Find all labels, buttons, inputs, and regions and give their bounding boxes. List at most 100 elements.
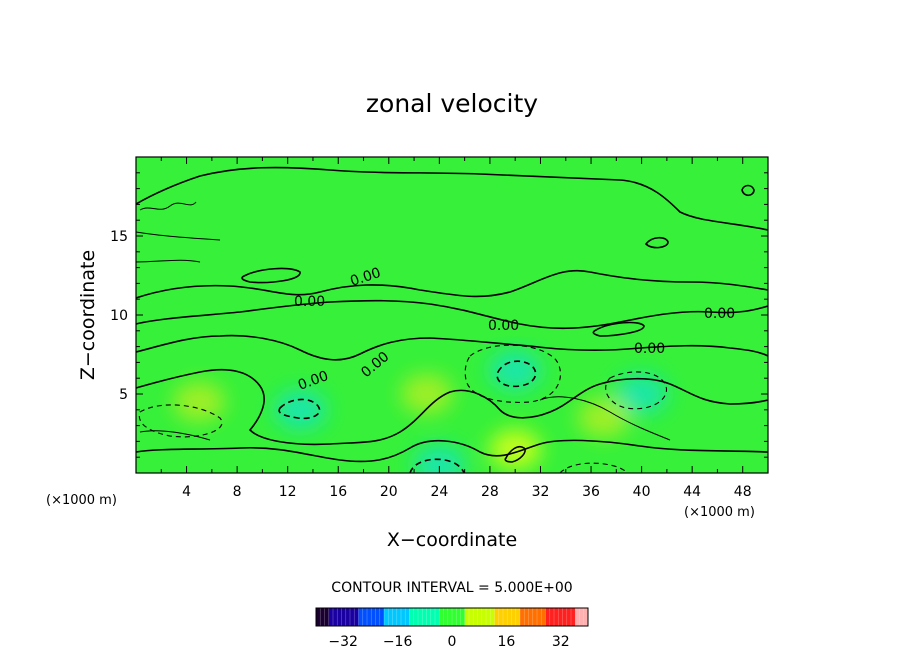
- colorbar-tick-label: −16: [383, 634, 413, 650]
- colorbar-segment: [537, 608, 542, 626]
- colorbar-segment: [528, 608, 534, 626]
- colorbar-segment: [579, 608, 585, 626]
- x-tick-label: 4: [182, 484, 191, 500]
- colorbar-segment: [435, 608, 440, 626]
- colorbar-tick-label: −32: [328, 634, 358, 650]
- field-blob: [173, 381, 226, 422]
- colorbar-segment: [524, 608, 529, 626]
- colorbar-segment: [515, 608, 521, 626]
- colorbar-segment: [486, 608, 491, 626]
- colorbar-segment: [409, 608, 415, 626]
- y-axis: 5 10 15: [110, 172, 768, 458]
- contour-dashed-3: [138, 404, 223, 438]
- colorbar-segment: [473, 608, 478, 626]
- colorbar-segment: [460, 608, 466, 626]
- contour-zero-lower2: [136, 368, 768, 446]
- field-blob: [489, 350, 542, 391]
- colorbar-segment: [384, 608, 389, 626]
- colorbar-tick-label: 0: [448, 634, 457, 650]
- colorbar-segment: [477, 608, 483, 626]
- colorbar-segment: [422, 608, 427, 626]
- colorbar-segment: [362, 608, 368, 626]
- colorbar-segment: [413, 608, 419, 626]
- colorbar-segment: [503, 608, 508, 626]
- y-axis-label: Z−coordinate: [77, 250, 99, 380]
- colorbar-segment: [575, 608, 580, 626]
- colorbar-segment: [405, 608, 410, 626]
- colorbar-segment: [562, 608, 568, 626]
- colorbar-segment: [469, 608, 474, 626]
- colorbar-segment: [341, 608, 347, 626]
- contour-zero-mid2: [136, 299, 768, 330]
- colorbar-segment: [328, 608, 334, 626]
- contour-label: 0.00: [488, 318, 519, 334]
- colorbar-segment: [345, 608, 351, 626]
- colorbar-segment: [554, 608, 559, 626]
- colorbar-segment: [464, 608, 470, 626]
- x-tick-label: 28: [481, 484, 499, 500]
- field-blobs: [173, 350, 668, 473]
- field-blob: [615, 374, 668, 414]
- colorbar-segment: [371, 608, 376, 626]
- x-tick-label: 40: [633, 484, 651, 500]
- colorbar-segment: [583, 608, 589, 626]
- colorbar-segment: [498, 608, 504, 626]
- contour-zero-lower1: [136, 334, 768, 361]
- colorbar-segment: [549, 608, 555, 626]
- contour-interval: CONTOUR INTERVAL = 5.000E+00: [331, 580, 572, 596]
- colorbar-segment: [541, 608, 546, 626]
- colorbar-segment: [490, 608, 495, 626]
- colorbar-segment: [447, 608, 453, 626]
- x-unit-left: (×1000 m): [46, 493, 117, 508]
- contour-dashed-2: [496, 360, 537, 388]
- contour-solid-small-5: [592, 321, 645, 337]
- contour-zero-bottom: [136, 439, 768, 463]
- x-tick-label: 32: [532, 484, 550, 500]
- contour-solid-small-2: [741, 184, 755, 197]
- colorbar-segment: [358, 608, 364, 626]
- colorbar-segment: [532, 608, 538, 626]
- colorbar-tick-label: 16: [497, 634, 515, 650]
- colorbar-segment: [481, 608, 487, 626]
- x-tick-label: 12: [279, 484, 297, 500]
- colorbar-segment: [320, 608, 325, 626]
- x-axis-label: X−coordinate: [387, 529, 517, 551]
- contour-zero-mid1: [136, 270, 768, 299]
- colorbar-segment: [558, 608, 563, 626]
- contour-solid-thin-1: [136, 201, 221, 263]
- contour-dashed-6: [409, 458, 465, 473]
- colorbar-segment: [392, 608, 398, 626]
- contour-solid-small-1: [504, 445, 526, 463]
- colorbar-segment: [545, 608, 551, 626]
- colorbar-tick-label: 32: [552, 634, 570, 650]
- colorbar-segment: [520, 608, 525, 626]
- x-unit-right: (×1000 m): [684, 505, 755, 520]
- plot-area: 0.00 0.00 0.00 0.00 0.00 0.00 0.00: [136, 157, 768, 473]
- colorbar-segment: [430, 608, 436, 626]
- colorbar-segment: [396, 608, 402, 626]
- colorbar-segment: [571, 608, 576, 626]
- colorbar-segment: [456, 608, 461, 626]
- chart-title: zonal velocity: [366, 89, 538, 118]
- contour-label: 0.00: [634, 341, 665, 357]
- colorbar-segment: [375, 608, 381, 626]
- colorbar-segment: [350, 608, 355, 626]
- colorbar-segment: [324, 608, 330, 626]
- contour-label: 0.00: [704, 306, 735, 322]
- colorbar-segment: [511, 608, 517, 626]
- x-tick-label: 48: [734, 484, 752, 500]
- colorbar-segment: [379, 608, 385, 626]
- x-tick-label: 20: [380, 484, 398, 500]
- colorbar: −32 −16 0 16 32: [315, 607, 589, 650]
- colorbar-segment: [388, 608, 393, 626]
- x-tick-label: 8: [233, 484, 242, 500]
- contour-label: 0.00: [294, 294, 325, 310]
- contour-solid-small-4: [241, 267, 301, 284]
- colorbar-segment: [507, 608, 512, 626]
- contour-lines: [136, 166, 768, 473]
- colorbar-segment: [426, 608, 432, 626]
- y-tick-label: 10: [110, 308, 128, 324]
- colorbar-segment: [566, 608, 572, 626]
- contour-solid-small-3: [644, 236, 669, 249]
- contour-zero-upper: [136, 166, 768, 231]
